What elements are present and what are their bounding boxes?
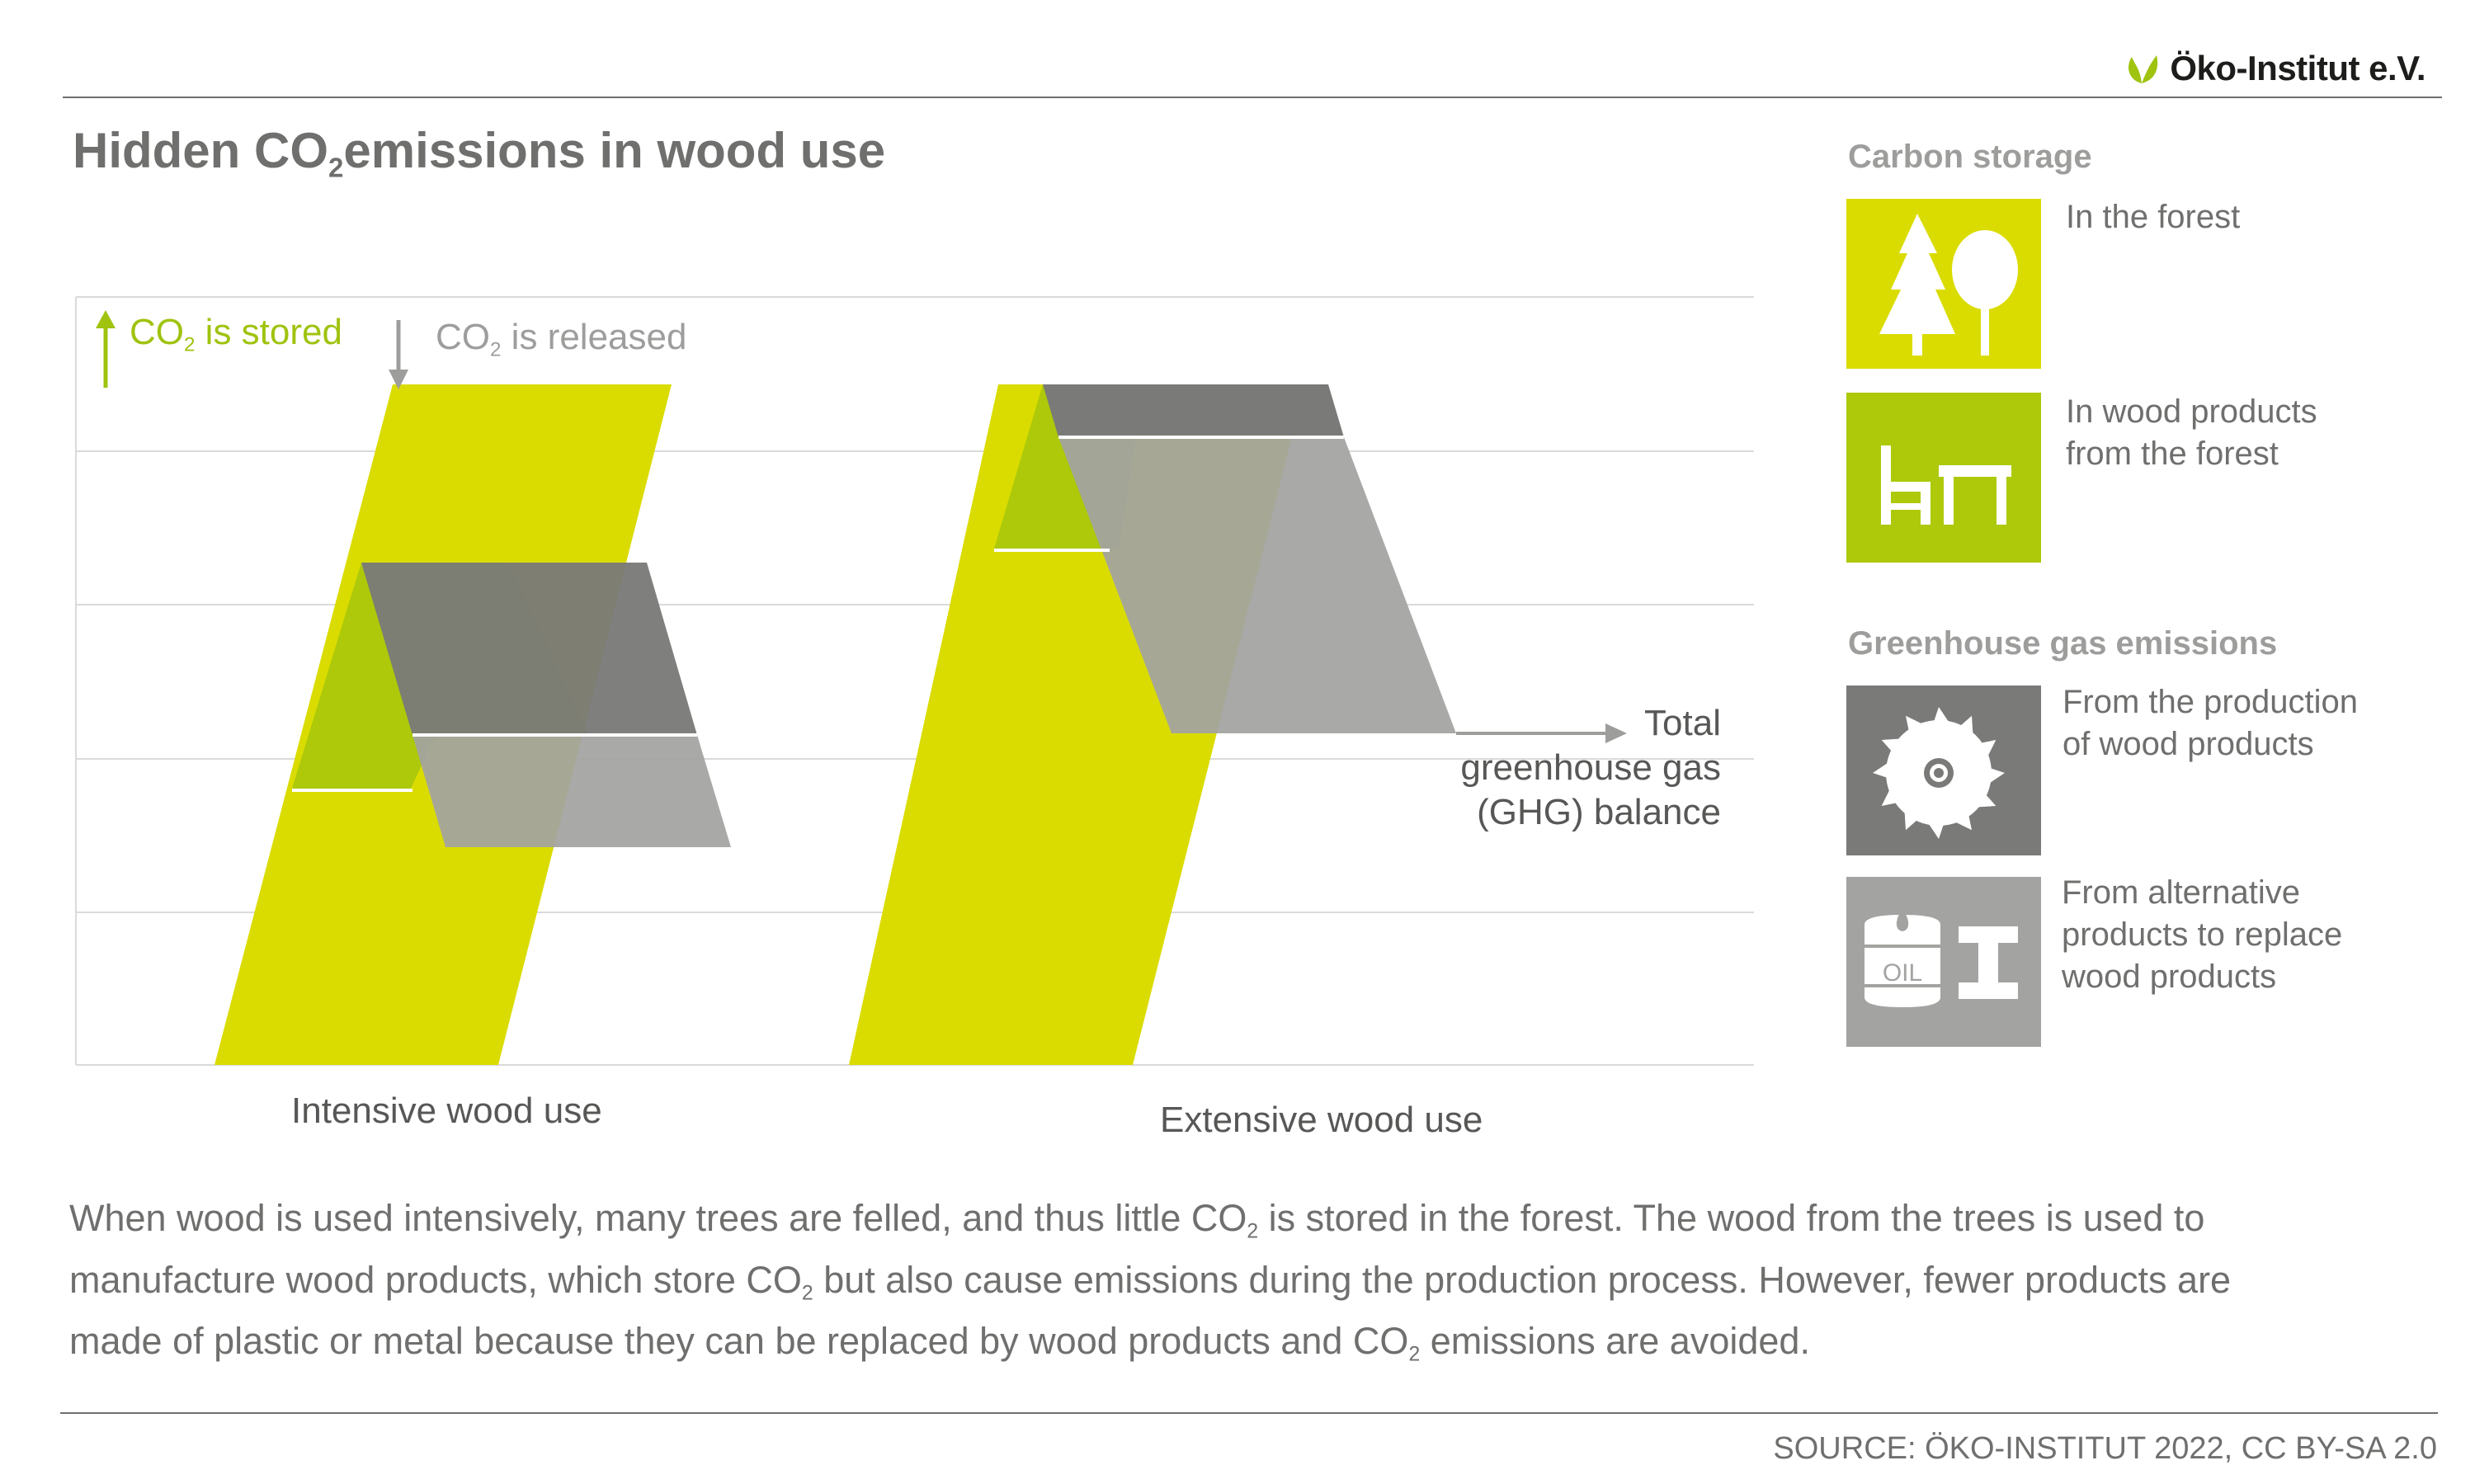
arrow-up-icon — [96, 310, 116, 388]
oil-barrel-steel-beam-icon: OIL — [1864, 912, 2018, 1007]
title-text: Hidden CO — [73, 123, 328, 178]
key-co2-stored: CO2 is stored — [130, 312, 342, 356]
legend-text-alternative: From alternative products to replace woo… — [2062, 874, 2343, 995]
brand-logo: Öko-Institut e.V. — [2124, 48, 2426, 89]
intensive-production-emissions — [361, 563, 697, 735]
caption-line-1: When wood is used intensively, many tree… — [69, 1197, 2205, 1243]
saw-blade-icon — [1873, 707, 2005, 839]
title-subscript: 2 — [328, 152, 344, 183]
legend-tile-alternative: OIL — [1846, 877, 2041, 1047]
legend-tile-production — [1846, 685, 2041, 855]
arrow-down-icon — [389, 320, 408, 389]
bottom-divider — [60, 1412, 2438, 1414]
category-label-extensive: Extensive wood use — [1160, 1100, 1483, 1140]
legend-tile-wood-products — [1846, 393, 2041, 563]
balance-arrow — [1456, 723, 1627, 743]
legend-heading-ghg-emissions: Greenhouse gas emissions — [1848, 625, 2278, 662]
extensive-alternative-emissions — [1058, 437, 1456, 733]
legend-tile-forest — [1846, 199, 2041, 369]
extensive-wood-use-group — [849, 384, 1456, 1065]
emissions-diagram — [75, 296, 1754, 1066]
explanation-caption: When wood is used intensively, many tree… — [69, 1194, 2412, 1379]
caption-line-3: made of plastic or metal because they ca… — [69, 1320, 1810, 1366]
top-divider — [63, 97, 2442, 98]
leaf-logo-icon — [2128, 55, 2158, 83]
intensive-wood-use-group — [214, 384, 731, 1065]
legend-text-forest: In the forest — [2066, 199, 2241, 235]
intensive-alternative-emissions — [412, 735, 731, 847]
brand-name: Öko-Institut e.V. — [2170, 49, 2426, 87]
ghg-balance-label: Total greenhouse gas (GHG) balance — [1460, 703, 1721, 832]
trees-icon — [1879, 214, 2018, 356]
extensive-production-emissions — [1043, 384, 1344, 437]
source-credit: SOURCE: ÖKO-INSTITUT 2022, CC BY-SA 2.0 — [1773, 1431, 2437, 1466]
caption-line-2: manufacture wood products, which store C… — [69, 1258, 2232, 1305]
title-text-end: emissions in wood use — [343, 123, 886, 178]
legend-text-production: From the production of wood products — [2062, 684, 2358, 762]
legend-text-wood-products: In wood products from the forest — [2066, 393, 2317, 472]
category-label-intensive: Intensive wood use — [291, 1091, 602, 1131]
legend-heading-carbon-storage: Carbon storage — [1848, 139, 2092, 175]
page-title: Hidden CO2emissions in wood use — [73, 122, 885, 184]
key-co2-released: CO2 is released — [436, 317, 687, 361]
oil-label: OIL — [1883, 959, 1922, 987]
furniture-icon — [1881, 445, 2011, 525]
balance-arrow-head-icon — [1605, 723, 1627, 743]
